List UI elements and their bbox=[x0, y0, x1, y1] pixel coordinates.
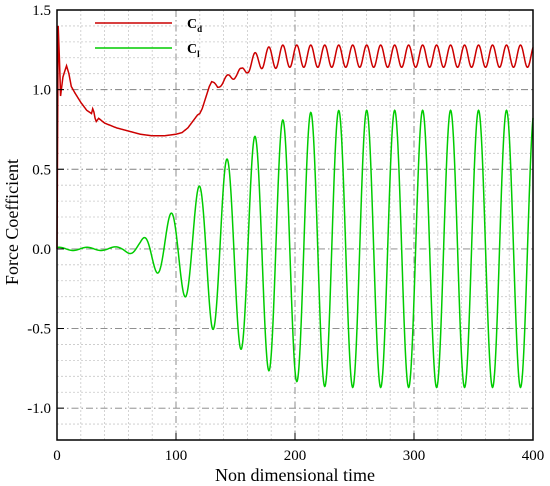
legend-label-cd-sub: d bbox=[197, 24, 202, 34]
y-tick-labels: 1.5 1.0 0.5 0.0 -0.5 -1.0 bbox=[27, 3, 51, 417]
y-tick-label: 0.0 bbox=[32, 242, 51, 258]
x-tick-label: 0 bbox=[53, 448, 61, 464]
x-axis-title: Non dimensional time bbox=[215, 465, 375, 485]
legend: Cd Cl bbox=[95, 17, 202, 59]
series-line-cl bbox=[56, 109, 534, 389]
x-tick-label: 400 bbox=[522, 448, 545, 464]
y-tick-label: 1.5 bbox=[32, 3, 51, 19]
series-layer bbox=[56, 25, 534, 389]
x-tick-label: 100 bbox=[165, 448, 188, 464]
y-tick-label: -1.0 bbox=[27, 401, 51, 417]
series-line-cd bbox=[56, 25, 534, 249]
legend-label-cl-sub: l bbox=[197, 49, 200, 59]
legend-label-cl: Cl bbox=[187, 42, 200, 59]
x-tick-labels: 0 100 200 300 400 bbox=[53, 448, 544, 464]
legend-label-cd-main: C bbox=[187, 17, 197, 32]
y-axis-title: Force Coefficient bbox=[2, 159, 22, 285]
legend-label-cl-main: C bbox=[187, 42, 197, 57]
x-tick-label: 300 bbox=[403, 448, 426, 464]
x-tick-label: 200 bbox=[284, 448, 307, 464]
y-tick-label: 1.0 bbox=[32, 83, 51, 99]
y-tick-label: 0.5 bbox=[32, 162, 51, 178]
y-tick-label: -0.5 bbox=[27, 322, 51, 338]
axis-ticks bbox=[56, 9, 534, 440]
legend-label-cd: Cd bbox=[187, 17, 202, 34]
